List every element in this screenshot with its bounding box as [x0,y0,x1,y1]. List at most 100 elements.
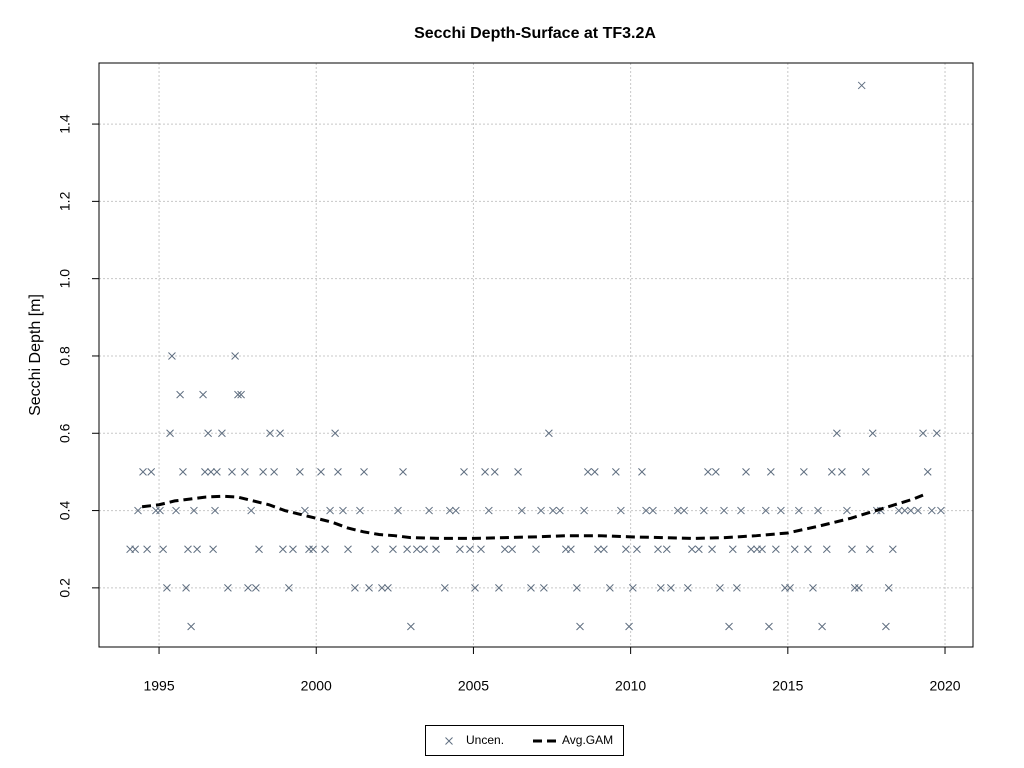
data-point [179,468,187,476]
data-point [371,545,379,554]
data-point [252,584,260,592]
data-point [234,390,242,399]
data-point [446,506,454,515]
data-point [147,468,156,476]
data-point [456,545,464,554]
data-point [207,468,215,476]
data-point [814,506,822,515]
data-point [163,584,171,592]
data-point [339,506,347,515]
data-point [540,584,548,592]
data-point [704,468,712,476]
x-tick-label: 2000 [301,678,332,694]
data-point [156,506,164,515]
data-point [656,584,665,592]
data-point [184,545,192,554]
y-tick-label: 0.4 [57,501,73,521]
y-axis-title: Secchi Depth [m] [27,294,44,416]
data-point [638,468,646,476]
data-point [237,390,245,399]
data-point [360,468,368,476]
y-tick-label: 1.0 [57,269,73,289]
data-point [708,545,716,554]
data-point [276,429,284,438]
data-point [209,545,217,554]
data-point [532,545,540,554]
data-point [296,468,304,476]
data-point [501,545,509,554]
data-point [843,506,851,515]
data-point [765,622,773,631]
data-point [766,468,775,476]
data-point [728,545,737,554]
data-point [617,506,625,515]
data-point [344,545,352,554]
data-point [576,622,584,631]
data-point [143,545,151,554]
y-tick-label: 1.4 [57,114,73,134]
data-point [716,584,724,592]
data-point [228,468,236,476]
data-point [794,506,803,515]
data-point [204,429,212,438]
data-point [139,468,147,476]
data-point [720,506,728,515]
data-point [182,584,190,592]
data-point [484,506,493,515]
data-point [861,468,870,476]
data-point [317,468,325,476]
data-point [855,584,863,592]
data-point [517,506,526,515]
data-point [857,81,866,90]
data-point [218,429,226,438]
data-point [758,545,766,554]
data-point [384,584,392,592]
data-point [612,468,620,476]
x-tick-label: 2015 [772,678,803,694]
data-point [927,506,936,515]
chart-title: Secchi Depth-Surface at TF3.2A [414,25,656,42]
data-point [407,622,415,631]
data-point [187,622,195,631]
data-point [514,468,522,476]
data-point [490,468,499,476]
data-point [866,545,874,554]
data-point [190,506,198,515]
data-point [259,468,267,476]
x-tick-label: 1995 [143,678,174,694]
data-point [199,390,207,399]
data-point [134,506,142,515]
data-point [827,468,836,476]
data-point [334,468,342,476]
data-point [285,584,293,592]
x-tick-label: 2010 [615,678,646,694]
data-point [628,584,637,592]
data-point [567,545,575,554]
data-point [622,545,630,554]
data-point [662,545,671,554]
data-point [224,584,232,592]
data-point [700,506,708,515]
data-point [804,545,812,554]
data-point [412,545,421,554]
data-point [301,506,309,515]
data-point [451,506,460,515]
data-point [932,429,941,438]
data-point [833,429,841,438]
data-point [326,506,334,515]
data-point [247,506,256,515]
data-point [633,545,641,554]
data-point [378,584,386,592]
data-point [270,468,278,476]
data-point [545,429,553,438]
data-point [590,468,599,476]
data-point [584,468,592,476]
data-point [694,545,703,554]
data-point [868,429,877,438]
data-point [777,506,785,515]
data-point [606,584,614,592]
data-point [654,545,662,554]
data-point [495,584,503,592]
data-point [894,506,903,515]
